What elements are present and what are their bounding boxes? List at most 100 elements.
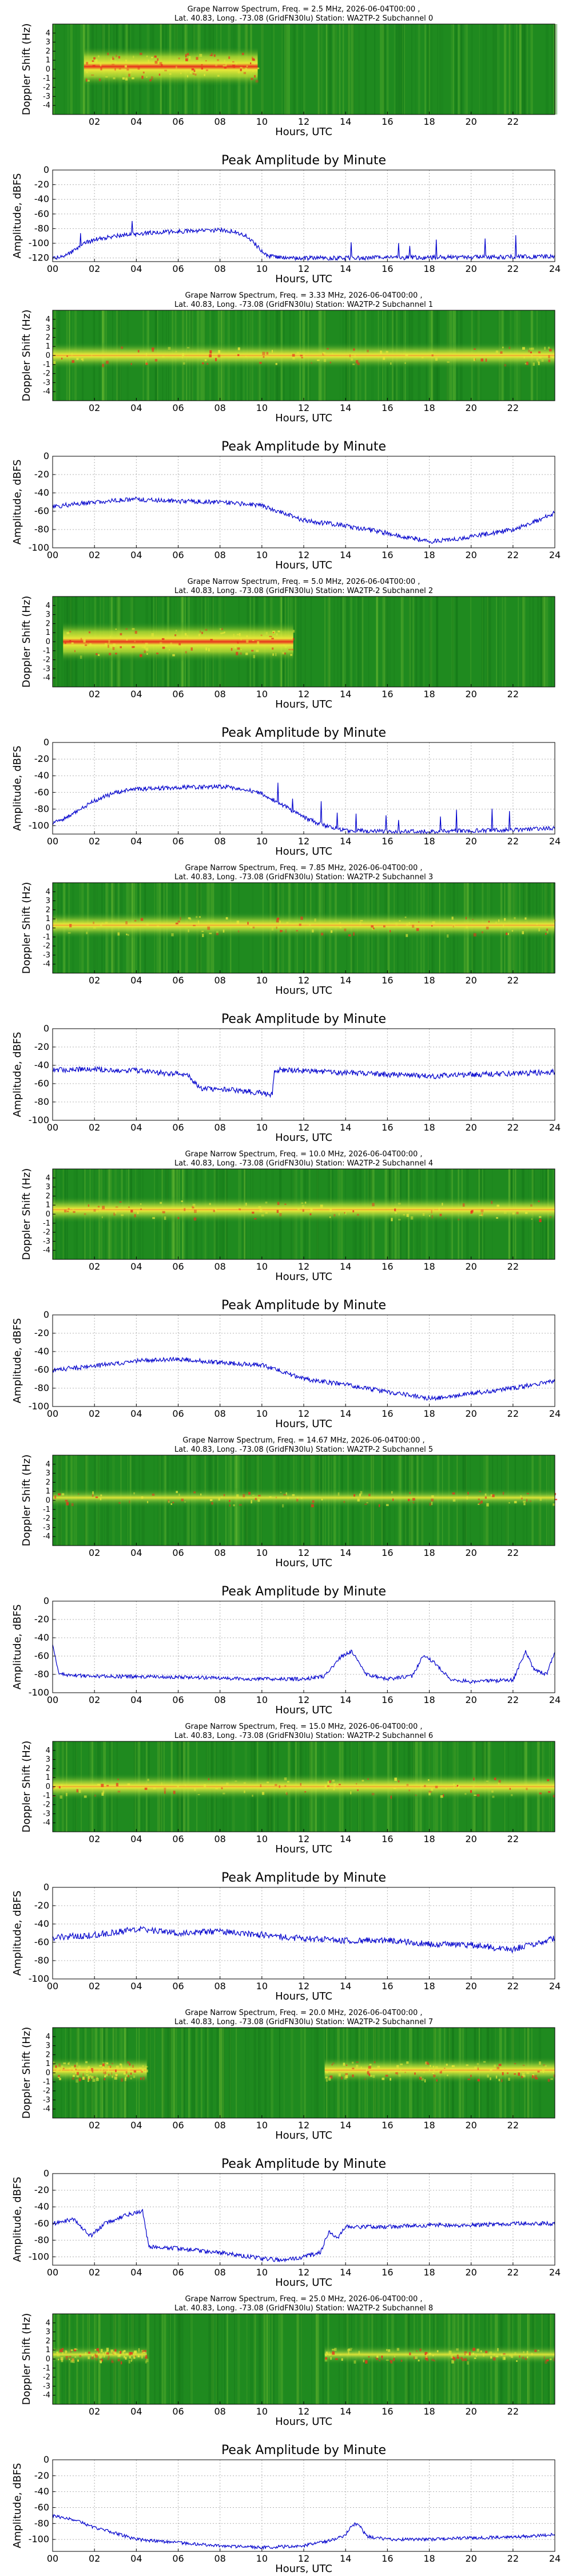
y-tick-label: -2	[43, 656, 50, 665]
signal-speckle	[112, 58, 114, 60]
signal-speckle	[258, 1495, 261, 1497]
signal-speckle	[89, 2075, 92, 2078]
signal-speckle	[221, 628, 223, 630]
signal-speckle	[126, 68, 129, 71]
signal-speckle	[184, 1208, 186, 1211]
signal-speckle	[260, 634, 263, 637]
signal-speckle	[390, 2077, 392, 2081]
y-tick-label: -1	[43, 74, 50, 83]
signal-speckle	[62, 2352, 63, 2354]
signal-speckle	[209, 1499, 213, 1502]
x-tick-label: 22	[507, 975, 519, 986]
signal-speckle	[431, 925, 433, 927]
x-tick-label: 06	[172, 1694, 184, 1705]
signal-speckle	[435, 357, 438, 361]
texture-stripe	[253, 2314, 255, 2404]
signal-speckle	[114, 2349, 117, 2352]
signal-speckle	[521, 2076, 523, 2079]
y-tick-label: 2	[46, 2337, 50, 2345]
signal-speckle	[535, 2077, 538, 2080]
signal-speckle	[108, 645, 109, 648]
signal-speckle	[130, 2072, 132, 2075]
x-tick-label: 08	[214, 2267, 225, 2278]
signal-speckle	[108, 639, 110, 643]
signal-speckle	[140, 918, 144, 921]
signal-speckle	[344, 1212, 345, 1214]
texture-stripe	[404, 24, 405, 114]
signal-speckle	[140, 1208, 142, 1210]
signal-speckle	[363, 2359, 365, 2362]
signal-speckle	[530, 351, 532, 354]
signal-speckle	[244, 1790, 245, 1793]
texture-stripe	[504, 596, 506, 687]
signal-speckle	[147, 1779, 149, 1781]
texture-stripe	[492, 24, 495, 114]
signal-speckle	[53, 1795, 56, 1797]
texture-stripe	[314, 2028, 317, 2118]
x-axis-label: Hours, UTC	[275, 1990, 332, 2002]
signal-speckle	[70, 2349, 72, 2353]
signal-speckle	[114, 61, 117, 63]
texture-stripe	[400, 24, 402, 114]
signal-speckle	[467, 2361, 469, 2365]
signal-speckle	[430, 2065, 431, 2067]
signal-speckle	[92, 2354, 93, 2357]
signal-speckle	[527, 2356, 529, 2358]
signal-speckle	[86, 62, 89, 65]
signal-speckle	[108, 2355, 110, 2359]
texture-stripe	[292, 24, 295, 114]
signal-speckle	[58, 2067, 60, 2071]
y-tick-label: -2	[43, 1228, 50, 1237]
signal-speckle	[129, 2356, 131, 2359]
signal-speckle	[465, 916, 467, 920]
signal-speckle	[217, 74, 220, 77]
x-tick-label: 14	[340, 2120, 351, 2131]
y-tick-label: 4	[46, 1747, 50, 1755]
signal-speckle	[538, 361, 540, 365]
signal-speckle	[178, 1494, 180, 1496]
texture-stripe	[154, 2314, 156, 2404]
signal-speckle	[553, 2357, 555, 2361]
signal-speckle	[209, 933, 212, 934]
signal-speckle	[400, 2068, 402, 2072]
y-tick-label: -100	[29, 1401, 49, 1412]
texture-stripe	[227, 2314, 228, 2404]
signal-speckle	[320, 1204, 323, 1208]
signal-speckle	[526, 2071, 530, 2074]
signal-speckle	[97, 1784, 100, 1785]
signal-speckle	[467, 1492, 469, 1495]
signal-speckle	[224, 66, 227, 69]
signal-speckle	[209, 350, 212, 354]
x-tick-label: 12	[298, 2553, 309, 2564]
signal-speckle	[537, 361, 540, 362]
amplitude-title: Peak Amplitude by Minute	[221, 1585, 386, 1599]
signal-speckle	[531, 1218, 533, 1220]
x-axis-label: Hours, UTC	[275, 412, 332, 424]
signal-speckle	[386, 2359, 389, 2361]
signal-speckle	[258, 1206, 261, 1208]
texture-stripe	[303, 2028, 307, 2118]
texture-stripe	[324, 596, 326, 687]
signal-speckle	[118, 68, 121, 70]
signal-speckle	[431, 1210, 432, 1214]
signal-speckle	[263, 355, 265, 358]
y-tick-label: -40	[34, 487, 49, 498]
signal-speckle	[93, 921, 94, 924]
signal-speckle	[156, 653, 158, 654]
signal-speckle	[100, 924, 102, 926]
texture-stripe	[164, 2314, 166, 2404]
texture-stripe	[518, 24, 521, 114]
texture-stripe	[340, 596, 343, 687]
signal-speckle	[108, 2065, 110, 2068]
signal-speckle	[146, 353, 148, 356]
signal-speckle	[396, 2348, 400, 2351]
texture-stripe	[325, 24, 327, 114]
x-tick-label: 24	[549, 1122, 561, 1133]
x-tick-label: 02	[89, 1408, 100, 1419]
signal-speckle	[106, 1784, 109, 1787]
signal-speckle	[521, 1498, 523, 1500]
signal-speckle	[451, 916, 454, 920]
signal-speckle	[225, 917, 228, 920]
texture-stripe	[271, 24, 272, 114]
texture-stripe	[171, 2028, 172, 2118]
